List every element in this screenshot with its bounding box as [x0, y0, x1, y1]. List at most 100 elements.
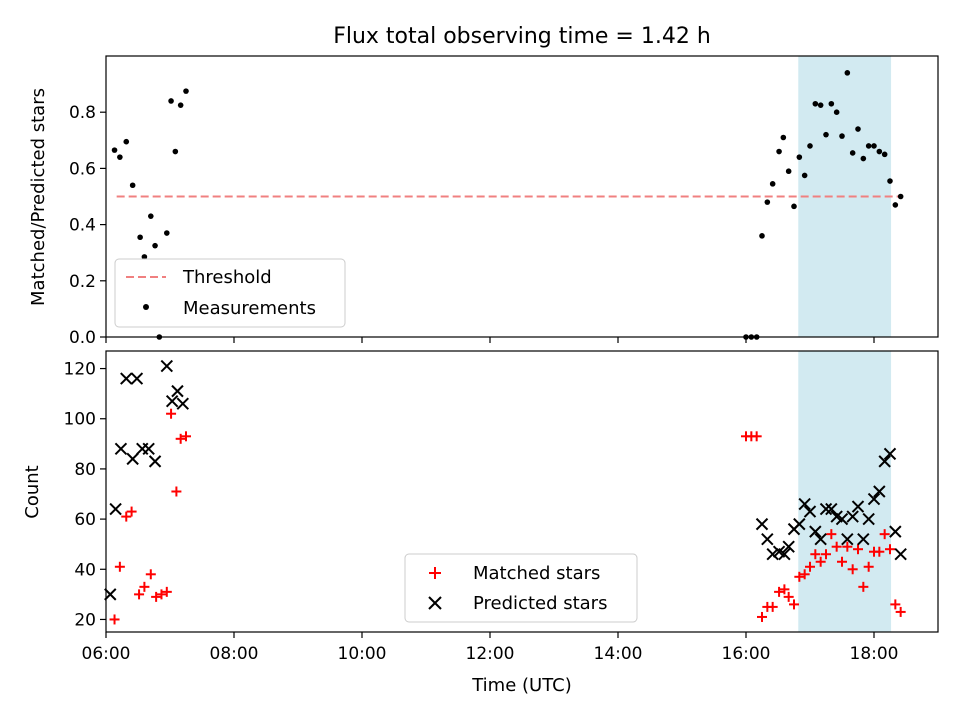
matched-star-point [151, 591, 162, 602]
matched-star-point [783, 591, 794, 602]
predicted-star-point [809, 525, 822, 538]
legend-predicted-swatch [428, 596, 442, 610]
bottom-legend: Matched stars Predicted stars [404, 553, 638, 623]
predicted-star-point [803, 505, 817, 518]
top-panel: 0.00.20.40.60.8 Matched/Predicted stars … [28, 55, 939, 348]
predicted-star-point [878, 455, 891, 468]
measurement-point [887, 178, 893, 184]
measurement-point [148, 213, 154, 219]
predicted-star-point [142, 442, 155, 456]
x-tick-label: 16:00 [722, 644, 771, 664]
top-marks [111, 70, 904, 340]
y-tick-label: 40 [74, 560, 96, 580]
bottom-highlight-span [798, 351, 892, 632]
measurement-point [152, 242, 158, 249]
y-tick-label: 0.8 [69, 103, 96, 123]
matched-star-point [109, 614, 120, 625]
measurement-point [849, 150, 856, 156]
measurement-point [807, 143, 813, 149]
top-legend-box [114, 258, 346, 328]
legend-threshold-label: Threshold [182, 267, 272, 288]
measurement-point [141, 254, 148, 260]
measurement-point [123, 138, 130, 145]
matched-star-point [837, 556, 847, 567]
bottom-x-ticks: 06:00 08:00 10:00 12:00 14:00 16:00 18:00 [82, 632, 899, 664]
measurement-point [117, 154, 123, 160]
bottom-y-ticks: 20 40 60 80 100 120 [64, 360, 106, 630]
measurement-point [111, 147, 118, 153]
measurement-point [897, 193, 904, 200]
measurement-point [801, 172, 808, 179]
matched-star-point [874, 546, 885, 557]
predicted-star-point [171, 384, 184, 398]
y-tick-label: 0.4 [69, 216, 96, 236]
matched-star-point [139, 581, 150, 592]
measurement-point [129, 182, 136, 189]
predicted-star-point [120, 372, 133, 385]
measurement-point [764, 199, 771, 205]
predicted-star-point [130, 372, 144, 385]
predicted-star-point [798, 497, 811, 511]
matched-star-point [826, 529, 837, 540]
y-tick-label: 60 [74, 510, 96, 530]
y-tick-label: 0.6 [69, 159, 96, 179]
predicted-star-point [894, 548, 907, 561]
matched-star-point [885, 544, 895, 555]
measurement-point [759, 233, 765, 239]
matched-star-point [831, 541, 842, 552]
measurement-point [791, 203, 797, 210]
measurement-point [817, 102, 824, 108]
predicted-star-point [755, 517, 769, 531]
measurement-point [177, 102, 184, 108]
top-y-axis-label: Matched/Predicted stars [28, 88, 49, 306]
predicted-star-point [114, 442, 128, 456]
top-legend: Threshold Measurements [114, 258, 346, 328]
matched-star-point [145, 569, 156, 580]
matched-star-point [847, 564, 858, 575]
top-y-ticks: 0.0 0.2 0.4 0.6 0.8 [69, 103, 106, 348]
bottom-y-axis-label: Count [22, 465, 43, 518]
bottom-legend-box [404, 553, 638, 623]
measurement-point [892, 202, 899, 208]
matched-star-point [779, 584, 790, 595]
matched-star-point [789, 599, 799, 610]
x-tick-label: 12:00 [466, 644, 515, 664]
matched-star-point [805, 561, 815, 572]
measurement-point [860, 155, 867, 162]
legend-predicted-label: Predicted stars [473, 593, 607, 614]
measurement-point [823, 131, 829, 138]
predicted-star-point [761, 532, 774, 546]
measurement-point [876, 148, 883, 155]
measurement-point [844, 70, 851, 76]
y-tick-label: 0.0 [69, 328, 96, 348]
predicted-star-point [857, 532, 870, 546]
measurement-point [172, 148, 179, 155]
y-tick-label: 100 [64, 410, 96, 430]
predicted-star-point [835, 512, 849, 526]
measurement-point [828, 100, 835, 107]
matched-star-point [890, 599, 901, 610]
matched-star-point [121, 511, 132, 522]
predicted-star-point [873, 485, 886, 498]
y-tick-label: 0.2 [69, 272, 96, 292]
matched-star-point [114, 561, 125, 572]
x-axis-label: Time (UTC) [471, 675, 572, 696]
predicted-star-point [176, 397, 190, 410]
bottom-axes-frame [105, 350, 939, 633]
measurement-point [833, 109, 840, 115]
matched-star-point [858, 581, 869, 592]
matched-star-point [799, 569, 810, 580]
predicted-star-point [160, 359, 174, 373]
predicted-star-point [148, 455, 162, 468]
predicted-star-point [889, 525, 902, 538]
matched-star-point [821, 549, 831, 560]
bottom-panel: 20 40 60 80 100 120 06:00 08:00 10:00 12:00 14:00… [22, 350, 939, 696]
top-x-ticks [105, 337, 875, 343]
matched-star-point [166, 408, 177, 419]
predicted-star-point [126, 452, 139, 466]
measurement-point [812, 100, 819, 107]
matched-star-point [757, 611, 767, 622]
matched-star-point [156, 589, 167, 600]
measurement-point [785, 168, 792, 175]
